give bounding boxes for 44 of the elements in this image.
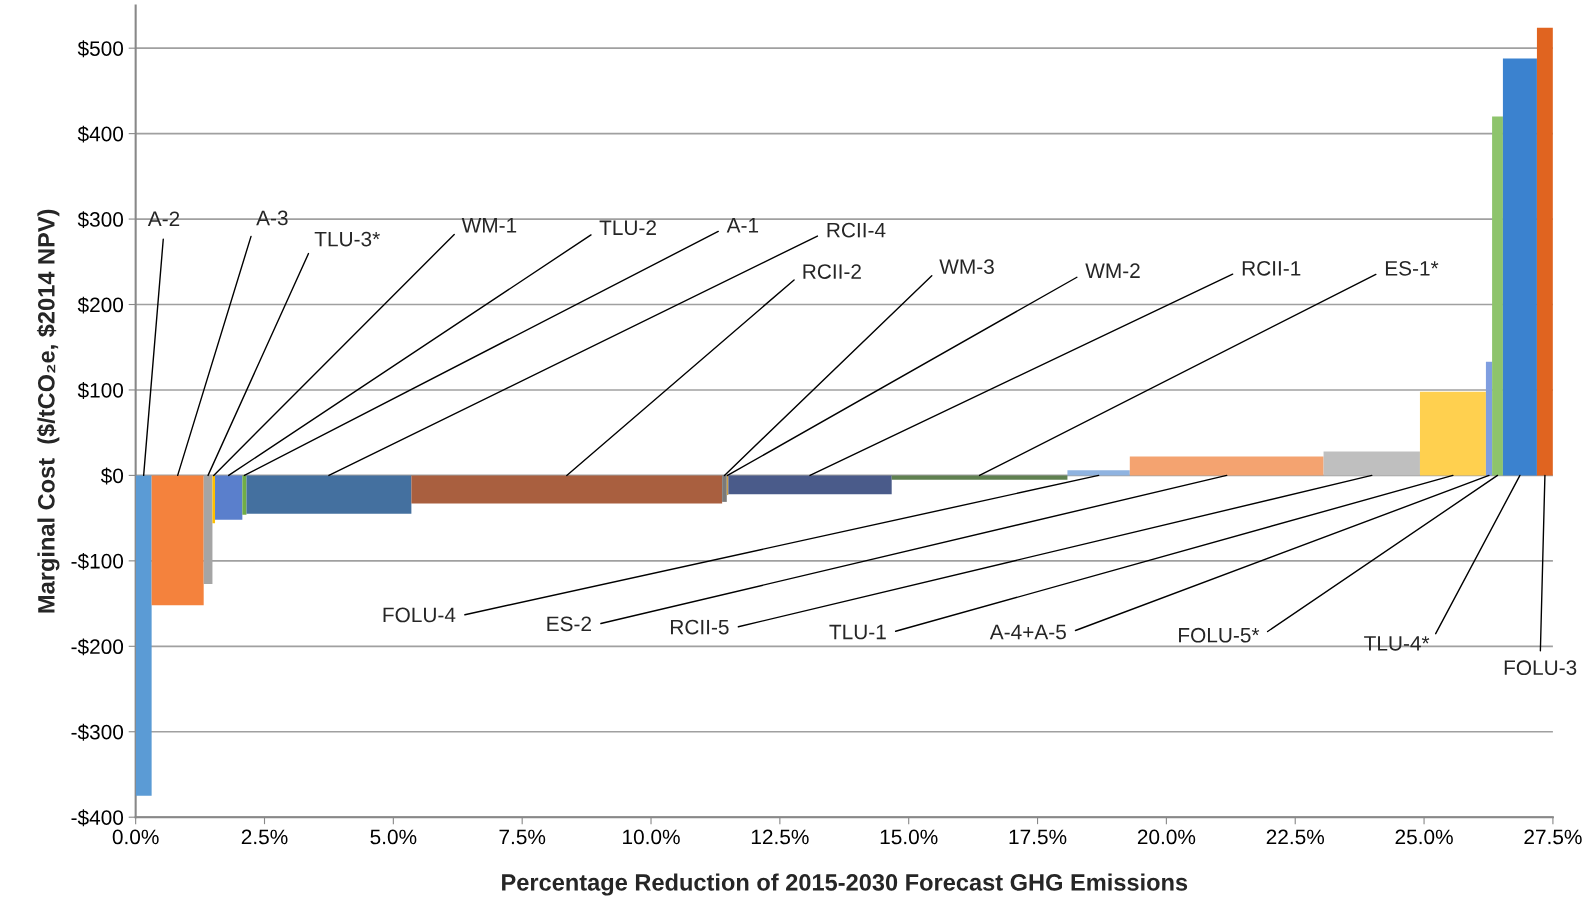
x-tick-label: 5.0%: [370, 829, 417, 845]
y-tick-label: -$100: [71, 552, 124, 570]
x-tick-label: 17.5%: [1009, 829, 1067, 845]
x-tick-label: 0.0%: [112, 829, 159, 845]
annotation: A-1: [726, 218, 759, 233]
y-tick-label: $400: [77, 125, 124, 143]
annotation: RCII-4: [827, 222, 886, 238]
annotation: ES-2: [547, 616, 591, 632]
x-tick-label: 20.0%: [1137, 829, 1196, 845]
annotation: WM-2: [1085, 263, 1140, 278]
y-tick-label: -$400: [71, 809, 124, 827]
annotation: TLU-1: [829, 624, 886, 640]
x-tick-label: 27.5%: [1524, 829, 1582, 845]
y-tick-label: $300: [77, 211, 124, 229]
annotation: ES-1*: [1385, 260, 1439, 276]
annotation: TLU-3*: [314, 231, 380, 247]
y-tick-label: $200: [77, 296, 124, 314]
x-tick-label: 10.0%: [623, 829, 680, 845]
annotation: WM-3: [939, 259, 994, 275]
x-tick-label: 15.0%: [880, 829, 938, 845]
annotation: A-3: [256, 210, 288, 226]
y-tick-label: $0: [100, 467, 124, 485]
x-tick-label: 25.0%: [1395, 829, 1453, 845]
annotation: RCII-1: [1242, 260, 1301, 276]
y-axis-title: Marginal Cost ($/tCO₂e, $2014 NPV): [36, 209, 60, 613]
x-axis-title: Percentage Reduction of 2015-2030 Forecast GHG Emissions: [502, 873, 1188, 896]
y-tick-label: $500: [77, 40, 124, 58]
annotation: WM-1: [461, 218, 517, 233]
annotation: A-2: [147, 211, 180, 226]
x-tick-label: 22.5%: [1266, 829, 1325, 845]
x-tick-label: 2.5%: [241, 829, 288, 845]
annotation: RCII-2: [803, 264, 861, 279]
x-tick-label: 12.5%: [751, 829, 809, 845]
annotation: TLU-4*: [1364, 636, 1430, 651]
annotation: FOLU-4: [383, 607, 456, 623]
y-tick-label: $100: [77, 382, 124, 399]
y-tick-label: -$200: [71, 638, 124, 656]
x-tick-label: 7.5%: [499, 829, 546, 845]
annotation: FOLU-5*: [1179, 627, 1260, 643]
annotation: TLU-2: [599, 220, 656, 236]
annotation: A-4+A-5: [989, 624, 1066, 640]
annotation: RCII-5: [671, 619, 729, 635]
y-tick-label: -$300: [71, 723, 124, 741]
annotation: FOLU-3: [1504, 660, 1577, 676]
